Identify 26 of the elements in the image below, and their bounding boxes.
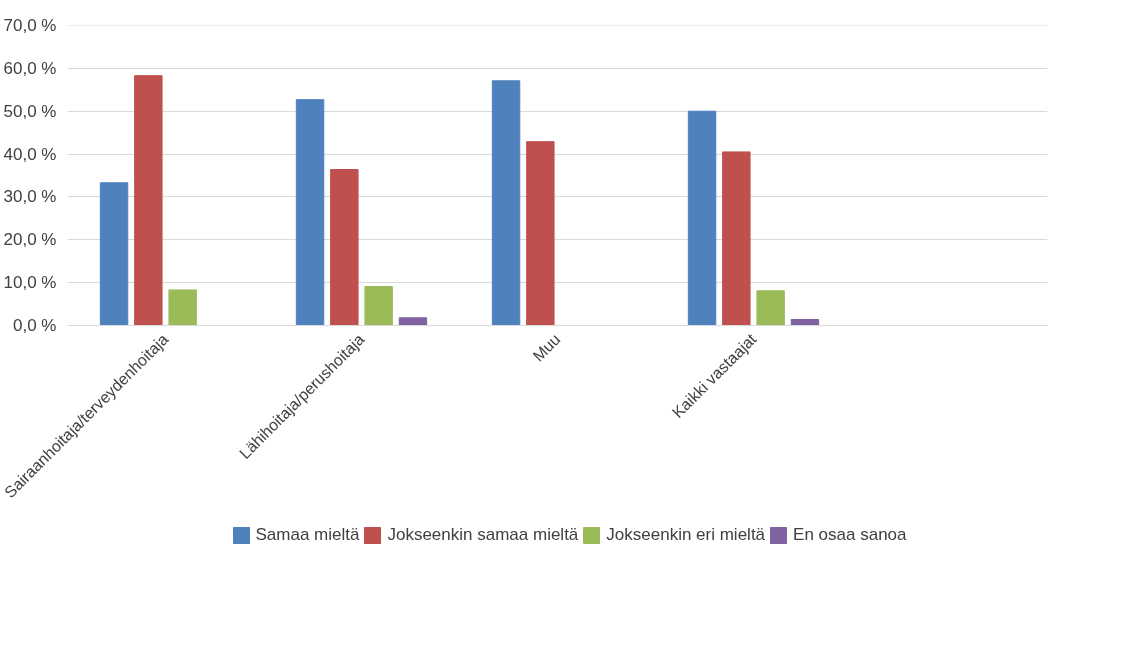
bar — [295, 99, 325, 326]
legend-label: En osaa sanoa — [793, 525, 907, 545]
bar — [687, 110, 717, 326]
legend-label: Samaa mieltä — [255, 525, 360, 545]
y-tick-label: 60,0 % — [3, 58, 57, 78]
y-tick-label: 20,0 % — [3, 230, 57, 250]
bar — [790, 319, 820, 326]
bar — [99, 182, 129, 326]
bar — [526, 141, 555, 326]
y-tick-label: 70,0 % — [3, 16, 57, 35]
bar — [364, 286, 393, 326]
y-tick-label: 0,0 % — [13, 316, 57, 335]
legend-label: Jokseenkin samaa mieltä — [387, 525, 579, 545]
bar — [491, 80, 521, 326]
legend-label: Jokseenkin eri mieltä — [606, 525, 766, 545]
y-tick-label: 30,0 % — [3, 187, 57, 207]
bar — [756, 290, 785, 326]
bar — [722, 151, 751, 326]
bar — [134, 75, 163, 326]
y-tick-label: 50,0 % — [3, 101, 57, 121]
x-tick-label: Muu — [529, 330, 564, 365]
bar — [168, 289, 197, 326]
bar — [398, 317, 428, 326]
y-tick-label: 40,0 % — [3, 144, 57, 164]
y-tick-label: 10,0 % — [3, 273, 57, 293]
bar — [330, 169, 359, 326]
